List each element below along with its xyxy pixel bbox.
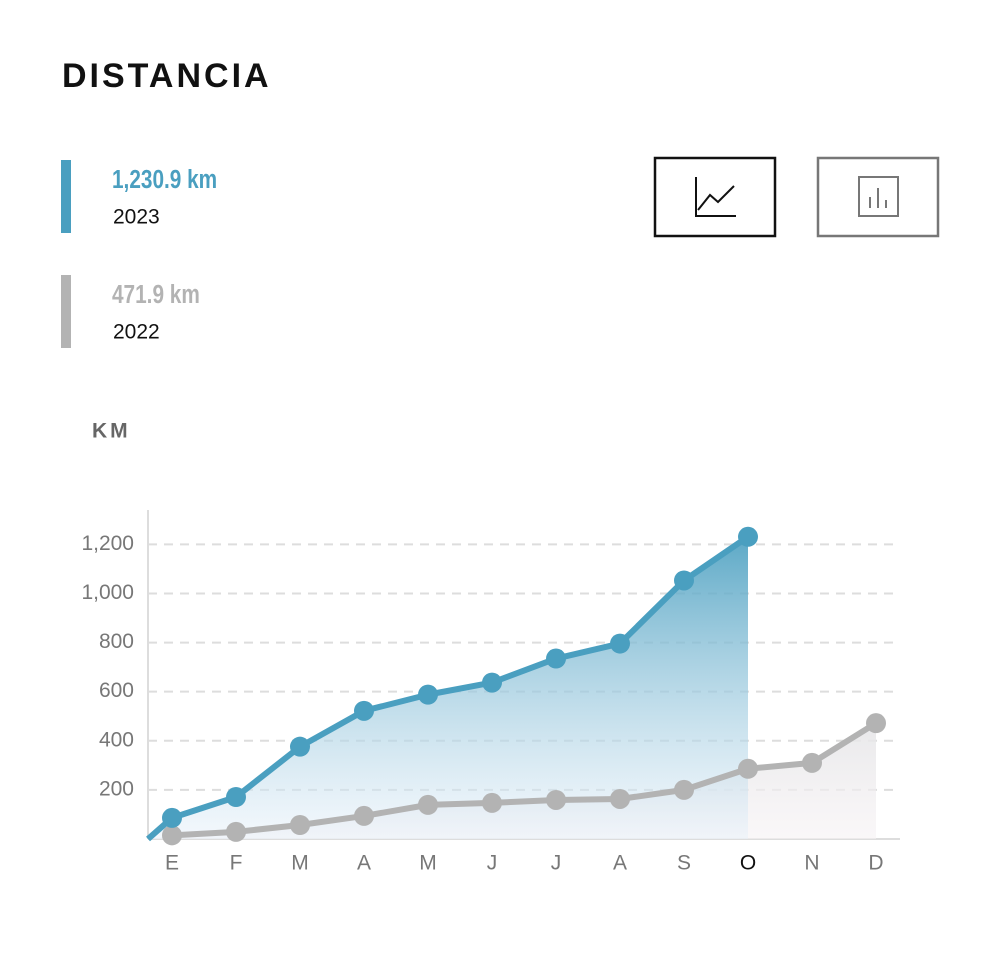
point bbox=[674, 779, 694, 800]
point bbox=[546, 789, 566, 810]
point bbox=[802, 752, 822, 773]
point bbox=[354, 700, 374, 721]
point bbox=[738, 758, 758, 779]
point bbox=[290, 815, 310, 836]
y-tick-label: 800 bbox=[99, 630, 134, 653]
y-tick-label: 1,000 bbox=[81, 581, 134, 604]
line-button[interactable] bbox=[653, 156, 777, 238]
point bbox=[866, 713, 886, 734]
y-tick-label: 1,200 bbox=[81, 532, 134, 555]
point bbox=[674, 570, 694, 591]
y-tick-label: 600 bbox=[99, 679, 134, 702]
point bbox=[482, 672, 502, 693]
line-icon bbox=[695, 177, 736, 217]
line bbox=[171, 534, 750, 821]
x-tick-label: E bbox=[165, 852, 179, 875]
x-tick-label: J bbox=[551, 852, 562, 875]
x-tick-label: D bbox=[868, 852, 883, 875]
chart-title: DISTANCIA bbox=[62, 57, 272, 95]
legend-swatch bbox=[61, 160, 71, 233]
point bbox=[418, 684, 438, 705]
button-frame[interactable] bbox=[653, 156, 777, 238]
point bbox=[546, 648, 566, 669]
area bbox=[148, 536, 748, 839]
legend-name: 2023 bbox=[113, 206, 160, 229]
x-tick-label: S bbox=[677, 852, 691, 875]
point bbox=[418, 794, 438, 815]
legend-total: 471.9 km bbox=[112, 280, 200, 309]
point bbox=[226, 821, 246, 842]
x-tick-label: F bbox=[230, 852, 243, 875]
point bbox=[226, 787, 246, 808]
bar-icon bbox=[858, 176, 899, 217]
x-tick-label: A bbox=[613, 852, 627, 875]
point bbox=[610, 633, 630, 654]
x-tick-label: M bbox=[419, 852, 437, 875]
x-tick-label: A bbox=[357, 852, 371, 875]
y-axis-title: KM bbox=[92, 420, 131, 443]
line bbox=[171, 720, 878, 839]
legend-total: 1,230.9 km bbox=[112, 165, 217, 194]
point bbox=[354, 805, 374, 826]
x-tick-label: M bbox=[291, 852, 309, 875]
y-tick-label: 200 bbox=[99, 777, 134, 800]
legend-name: 2022 bbox=[113, 321, 160, 344]
point bbox=[290, 736, 310, 757]
x-tick-label: J bbox=[487, 852, 498, 875]
point bbox=[162, 807, 182, 828]
point bbox=[738, 526, 758, 547]
legend-swatch bbox=[61, 275, 71, 348]
bar-button[interactable] bbox=[816, 156, 940, 238]
bar-icon-bars bbox=[869, 188, 887, 208]
x-tick-label: N bbox=[804, 852, 819, 875]
x-tick-label: O bbox=[740, 852, 756, 875]
y-tick-label: 400 bbox=[99, 728, 134, 751]
point bbox=[482, 792, 502, 813]
point bbox=[610, 788, 630, 809]
point bbox=[162, 825, 182, 846]
